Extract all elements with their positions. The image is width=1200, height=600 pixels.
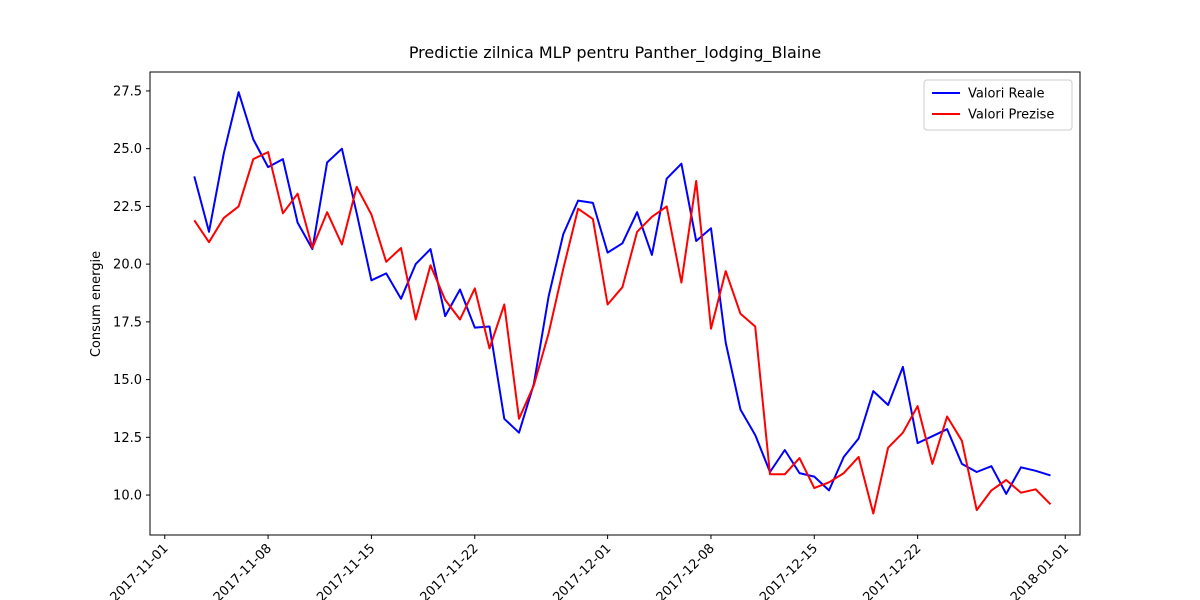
y-tick-label: 27.5	[113, 84, 142, 99]
y-axis-label: Consum energie	[89, 251, 104, 357]
y-tick-label: 25.0	[113, 142, 142, 157]
x-tick-label: 2017-12-08	[654, 541, 718, 600]
x-tick-label: 2017-11-01	[108, 541, 172, 600]
legend-box	[923, 79, 1073, 131]
y-tick-label: 20.0	[113, 258, 142, 273]
x-tick-label: 2017-12-15	[757, 541, 821, 600]
y-tick-label: 10.0	[113, 489, 142, 504]
x-tick-label: 2017-11-15	[314, 541, 378, 600]
legend-label: Valori Prezise	[968, 108, 1054, 123]
data-line	[193, 91, 1051, 495]
x-tick-label: 2017-11-22	[418, 541, 482, 600]
data-line	[193, 151, 1052, 515]
y-tick-label: 22.5	[113, 200, 142, 215]
chart-title: Predictie zilnica MLP pentru Panther_lod…	[409, 43, 821, 63]
y-tick-label: 17.5	[113, 315, 142, 330]
plot-frame	[149, 71, 1081, 536]
y-tick-label: 12.5	[113, 431, 142, 446]
y-tick-label: 15.0	[113, 373, 142, 388]
legend-label: Valori Reale	[968, 87, 1045, 102]
legend: Valori Reale Valori Prezise	[923, 79, 1073, 131]
x-tick-label: 2018-01-01	[1008, 541, 1072, 600]
x-tick-label: 2017-11-08	[211, 541, 275, 600]
x-tick-label: 2017-12-22	[860, 541, 924, 600]
x-tick-label: 2017-12-01	[550, 541, 614, 600]
